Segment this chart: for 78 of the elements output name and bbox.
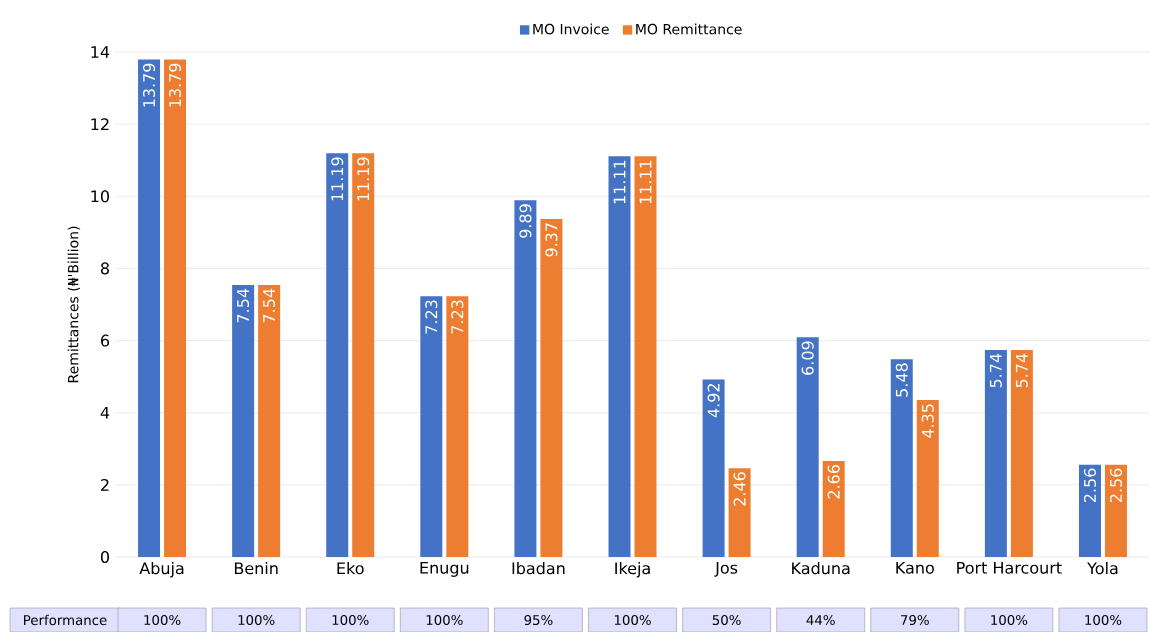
data-label: 5.74 [989,353,1002,388]
data-label: 13.79 [169,63,182,107]
y-tick-label: 14 [91,46,110,58]
x-tick-label: Kaduna [792,561,850,575]
data-label: 5.48 [895,363,908,397]
bar [984,349,1007,557]
x-tick-label: Port Harcourt [957,561,1062,574]
bar [1010,349,1033,557]
text: 100% [144,614,181,626]
bar [446,296,469,557]
data-label: 4.35 [921,404,934,438]
text: Performance [24,614,107,626]
text: 79% [901,614,929,626]
data-label: 6.09 [801,341,814,375]
data-label: 7.54 [263,288,276,323]
data-label: 9.89 [519,204,532,238]
text: 50% [712,614,741,626]
data-label: 7.23 [425,300,438,334]
bar [326,153,349,557]
legend-label: MO Remittance [636,23,742,35]
x-tick-label: Eko [337,561,364,575]
data-label: 9.37 [545,223,558,257]
bar [728,468,751,557]
data-label: 2.66 [827,465,840,499]
data-label: 11.19 [331,157,344,201]
x-tick-label: Ibadan [512,561,565,575]
x-tick-label: Enugu [420,561,469,577]
text: 100% [1085,614,1122,626]
y-axis-title: Remittances (₦'Billion) [67,226,81,383]
y-tick-label: 2 [101,478,109,491]
y-tick-label: 12 [91,118,109,131]
data-label: 5.74 [1015,353,1028,388]
x-tick-label: Kano [896,561,934,574]
data-label: 7.23 [451,300,464,334]
text: 44% [806,614,835,626]
text: 100% [332,614,369,626]
bar [514,200,537,557]
data-label: 11.19 [357,157,370,201]
bar [258,285,281,557]
data-label: 13.79 [143,63,156,107]
x-tick-label: Benin [234,561,278,575]
x-tick-label: Ikeja [615,561,650,578]
bar [634,156,657,557]
bar [1104,464,1127,557]
legend-label: MO Invoice [533,23,609,35]
bar [138,59,161,557]
bar [796,337,819,557]
bar [916,400,939,557]
data-label: 11.11 [613,160,626,204]
bar [164,59,187,557]
data-label: 2.56 [1109,468,1123,503]
y-tick-label: 8 [100,262,109,275]
data-label: 2.46 [733,472,746,506]
bar [890,359,913,557]
data-label: 7.54 [237,288,250,323]
y-tick-label: 6 [101,334,110,347]
bar [822,461,845,557]
data-label: 2.56 [1083,468,1097,503]
data-label: 11.11 [639,160,652,204]
bar [608,156,631,557]
text: 100% [238,614,275,626]
x-tick-label: Jos [714,561,738,577]
bar [352,153,375,557]
bar [420,296,443,557]
bar [1078,464,1101,557]
text: 95% [524,614,553,626]
x-tick-label: Yola [1087,561,1118,575]
text: 100% [614,614,651,626]
bar [702,379,725,557]
text: 100% [426,614,463,626]
data-label: 4.92 [707,384,720,418]
bar [232,285,255,557]
x-tick-label: Abuja [139,561,184,578]
bar [540,219,563,557]
y-tick-label: 10 [91,190,110,203]
y-tick-label: 0 [100,550,110,564]
text: 100% [991,614,1028,626]
y-tick-label: 4 [100,406,110,419]
